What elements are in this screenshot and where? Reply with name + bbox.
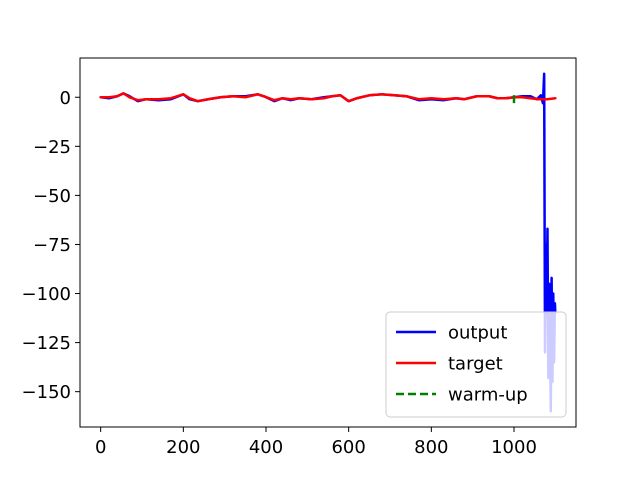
y-axis: 0 −25 −50 −75 −100 −125 −150 [22,88,80,403]
x-tick-label: 400 [249,437,283,458]
y-tick-label: 0 [60,88,71,109]
x-tick-label: 200 [166,437,200,458]
y-tick-label: −50 [33,186,71,207]
legend-label: warm-up [448,385,528,406]
series-layer [99,72,557,413]
legend-box [385,311,567,418]
x-tick-label: 0 [95,437,106,458]
plot-frame [79,57,577,428]
x-axis: 0 200 400 600 800 1000 [95,427,537,458]
y-tick-label: −25 [33,137,71,158]
x-tick-label: 800 [414,437,448,458]
y-tick-label: −150 [22,382,71,403]
x-tick-label: 600 [331,437,365,458]
legend-label: target [448,354,503,375]
legend-label: output [448,323,507,344]
y-tick-label: −75 [33,235,71,256]
series-line-target [99,92,557,103]
y-tick-label: −100 [22,284,71,305]
y-tick-label: −125 [22,333,71,354]
x-tick-label: 1000 [491,437,537,458]
legend: output target warm-up [385,311,567,418]
